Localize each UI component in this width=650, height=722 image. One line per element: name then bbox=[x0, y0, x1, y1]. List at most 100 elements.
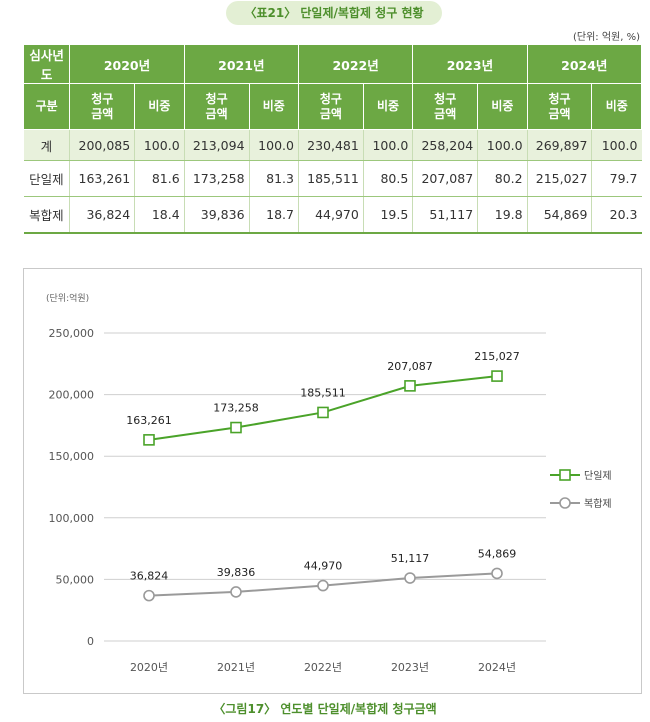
legend-marker-square bbox=[559, 469, 571, 481]
amount-header: 청구 금액 bbox=[69, 83, 136, 130]
cell-amount: 200,085 bbox=[69, 129, 136, 161]
cell-ratio: 18.4 bbox=[134, 196, 185, 234]
cell-ratio: 19.5 bbox=[363, 196, 414, 234]
cell-ratio: 100.0 bbox=[363, 129, 414, 161]
cell-amount: 173,258 bbox=[184, 160, 250, 197]
data-label: 207,087 bbox=[387, 360, 433, 373]
y-tick-label: 100,000 bbox=[49, 512, 95, 525]
cell-amount: 213,094 bbox=[184, 129, 250, 161]
cell-amount: 36,824 bbox=[69, 196, 136, 234]
row-label: 계 bbox=[23, 129, 71, 161]
cell-ratio: 81.6 bbox=[134, 160, 185, 197]
cell-amount: 185,511 bbox=[298, 160, 364, 197]
amount-header-label: 청구 금액 bbox=[319, 91, 342, 121]
data-label: 54,869 bbox=[478, 547, 517, 560]
chart-unit-label: (단위:억원) bbox=[46, 292, 89, 304]
chart-frame: (단위:억원) 0 50,000 100,000 150,000 200,000 250,0… bbox=[23, 268, 642, 694]
ratio-header: 비중 bbox=[362, 83, 414, 130]
data-point-circle bbox=[491, 567, 503, 580]
y-tick-label: 250,000 bbox=[49, 327, 95, 340]
y-tick-label: 0 bbox=[87, 635, 94, 648]
row-label: 단일제 bbox=[23, 160, 71, 197]
ratio-header: 비중 bbox=[134, 83, 185, 130]
amount-header: 청구 금액 bbox=[183, 83, 250, 130]
data-label: 39,836 bbox=[217, 566, 256, 579]
data-point-square bbox=[404, 380, 416, 392]
x-tick-label: 2024년 bbox=[478, 661, 516, 674]
cell-ratio: 80.2 bbox=[477, 160, 528, 197]
claims-table: 심사년도 2020년 2021년 2022년 2023년 2024년 구분 청구… bbox=[22, 44, 643, 234]
cell-amount: 163,261 bbox=[69, 160, 136, 197]
cell-amount: 207,087 bbox=[412, 160, 479, 197]
amount-header-label: 청구 금액 bbox=[434, 91, 457, 121]
corner-header-category: 구분 bbox=[22, 83, 71, 130]
year-header: 2024년 bbox=[526, 44, 643, 84]
year-header: 2022년 bbox=[297, 44, 414, 84]
cell-ratio: 18.7 bbox=[249, 196, 299, 234]
table-unit-label: (단위: 억원, %) bbox=[572, 32, 640, 43]
cell-amount: 39,836 bbox=[184, 196, 250, 234]
table-row-combination: 복합제 36,824 18.4 39,836 18.7 44,970 19.5 … bbox=[23, 196, 642, 234]
ratio-header: 비중 bbox=[591, 83, 642, 130]
table-caption: 〈표21〉 단일제/복합제 청구 현황 bbox=[0, 0, 650, 28]
amount-header: 청구 금액 bbox=[412, 83, 479, 130]
data-point-circle bbox=[230, 586, 242, 598]
corner-header-year: 심사년도 bbox=[22, 44, 71, 84]
x-tick-label: 2021년 bbox=[217, 661, 255, 674]
amount-header-label: 청구 금액 bbox=[548, 91, 571, 121]
data-label: 215,027 bbox=[474, 350, 520, 363]
data-label: 163,261 bbox=[126, 414, 172, 427]
data-label: 36,824 bbox=[130, 570, 169, 583]
cell-ratio: 80.5 bbox=[363, 160, 414, 197]
data-point-square bbox=[230, 421, 242, 434]
data-point-square bbox=[317, 406, 329, 419]
year-header: 2023년 bbox=[412, 44, 528, 84]
header-row-subcolumns: 구분 청구 금액 비중 청구 금액 비중 청구 금액 비중 청구 금액 비중 청구 금액 … bbox=[22, 83, 642, 130]
x-tick-label: 2023년 bbox=[391, 661, 429, 674]
cell-ratio: 79.7 bbox=[591, 160, 642, 197]
year-header: 2020년 bbox=[69, 44, 185, 84]
y-tick-label: 150,000 bbox=[49, 450, 95, 463]
amount-header-label: 청구 금액 bbox=[205, 91, 228, 121]
data-label: 173,258 bbox=[213, 402, 259, 415]
ratio-header: 비중 bbox=[477, 83, 528, 130]
x-tick-label: 2020년 bbox=[130, 661, 168, 674]
data-point-square bbox=[491, 370, 503, 382]
cell-amount: 215,027 bbox=[527, 160, 593, 197]
header-row-years: 심사년도 2020년 2021년 2022년 2023년 2024년 bbox=[22, 44, 643, 84]
data-label: 51,117 bbox=[391, 552, 430, 565]
cell-amount: 269,897 bbox=[527, 129, 593, 161]
legend-label: 단일제 bbox=[584, 470, 612, 482]
cell-ratio: 19.8 bbox=[477, 196, 528, 234]
ratio-header: 비중 bbox=[248, 83, 299, 130]
data-label: 44,970 bbox=[304, 560, 343, 573]
amount-header-label: 청구 금액 bbox=[91, 91, 114, 121]
cell-ratio: 81.3 bbox=[249, 160, 299, 197]
legend-marker-circle bbox=[559, 497, 571, 509]
cell-amount: 44,970 bbox=[298, 196, 364, 234]
row-label: 복합제 bbox=[23, 196, 71, 234]
cell-ratio: 100.0 bbox=[591, 129, 642, 161]
cell-ratio: 100.0 bbox=[477, 129, 528, 161]
amount-header: 청구 금액 bbox=[297, 83, 364, 130]
cell-amount: 51,117 bbox=[412, 196, 479, 234]
data-point-circle bbox=[404, 572, 416, 584]
data-point-square bbox=[143, 434, 155, 446]
line-chart: (단위:억원) 0 50,000 100,000 150,000 200,000 250,0… bbox=[46, 292, 612, 674]
cell-ratio: 20.3 bbox=[591, 196, 642, 234]
amount-header: 청구 금액 bbox=[526, 83, 593, 130]
year-header: 2021년 bbox=[183, 44, 299, 84]
data-label: 185,511 bbox=[300, 386, 346, 399]
table-title: 〈표21〉 단일제/복합제 청구 현황 bbox=[226, 1, 442, 25]
table-row-total: 계 200,085 100.0 213,094 100.0 230,481 10… bbox=[23, 129, 642, 161]
cell-amount: 230,481 bbox=[298, 129, 364, 161]
cell-amount: 258,204 bbox=[412, 129, 479, 161]
data-point-circle bbox=[143, 589, 155, 602]
cell-amount: 54,869 bbox=[527, 196, 593, 234]
x-tick-label: 2022년 bbox=[304, 661, 342, 674]
y-tick-label: 200,000 bbox=[49, 389, 95, 402]
cell-ratio: 100.0 bbox=[249, 129, 299, 161]
legend-label: 복합제 bbox=[584, 498, 612, 510]
cell-ratio: 100.0 bbox=[134, 129, 185, 161]
table-row-single: 단일제 163,261 81.6 173,258 81.3 185,511 80… bbox=[23, 160, 642, 197]
